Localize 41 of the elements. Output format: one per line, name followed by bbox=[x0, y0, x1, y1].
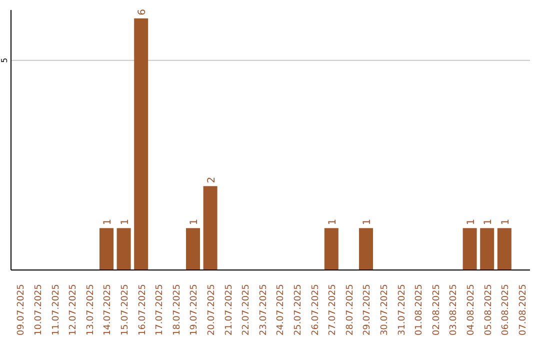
x-tick-label: 29.07.2025 bbox=[362, 284, 373, 336]
x-tick-label: 13.07.2025 bbox=[86, 284, 96, 336]
data-label: 2 bbox=[206, 176, 218, 184]
x-tick-label: 12.07.2025 bbox=[68, 284, 79, 336]
x-tick-label: 05.08.2025 bbox=[484, 284, 494, 336]
x-tick-label: 21.07.2025 bbox=[224, 284, 234, 336]
data-label: 1 bbox=[466, 218, 477, 226]
data-label: 6 bbox=[137, 9, 148, 16]
x-tick-label: 04.08.2025 bbox=[466, 284, 476, 336]
x-tick-label: 11.07.2025 bbox=[51, 284, 62, 336]
x-tick-label: 17.07.2025 bbox=[155, 284, 166, 336]
data-label: 1 bbox=[327, 218, 338, 226]
x-tick-label: 06.08.2025 bbox=[501, 284, 512, 336]
x-tick-label: 07.08.2025 bbox=[518, 284, 528, 336]
x-tick-label: 31.07.2025 bbox=[397, 284, 408, 336]
x-tick-label: 28.07.2025 bbox=[345, 284, 356, 336]
x-tick-label: 15.07.2025 bbox=[120, 284, 130, 336]
x-tick-label: 18.07.2025 bbox=[172, 284, 182, 336]
x-tick-label: 16.07.2025 bbox=[138, 284, 148, 336]
x-tick-label: 09.07.2025 bbox=[16, 284, 27, 336]
x-tick-label: 19.07.2025 bbox=[190, 284, 200, 336]
x-tick-label: 14.07.2025 bbox=[103, 284, 114, 336]
data-label: 1 bbox=[189, 218, 200, 226]
data-label: 1 bbox=[500, 218, 512, 226]
y-tick-label: 5 bbox=[0, 58, 9, 63]
x-tick-label: 10.07.2025 bbox=[34, 284, 44, 336]
x-tick-label: 26.07.2025 bbox=[310, 284, 321, 336]
data-label: 1 bbox=[362, 218, 373, 226]
x-tick-label: 03.08.2025 bbox=[449, 284, 460, 336]
data-label: 1 bbox=[483, 218, 494, 226]
x-tick-label: 27.07.2025 bbox=[328, 284, 338, 336]
x-tick-label: 30.07.2025 bbox=[380, 284, 390, 336]
x-tick-label: 01.08.2025 bbox=[414, 284, 425, 336]
x-tick-label: 24.07.2025 bbox=[276, 284, 286, 336]
data-label: 1 bbox=[102, 218, 114, 226]
x-tick-label: 25.07.2025 bbox=[293, 284, 304, 336]
x-tick-label: 02.08.2025 bbox=[432, 284, 442, 336]
x-tick-label: 22.07.2025 bbox=[242, 284, 252, 336]
x-tick-label: 23.07.2025 bbox=[258, 284, 269, 336]
data-label: 1 bbox=[120, 218, 131, 226]
x-tick-label: 20.07.2025 bbox=[206, 284, 217, 336]
